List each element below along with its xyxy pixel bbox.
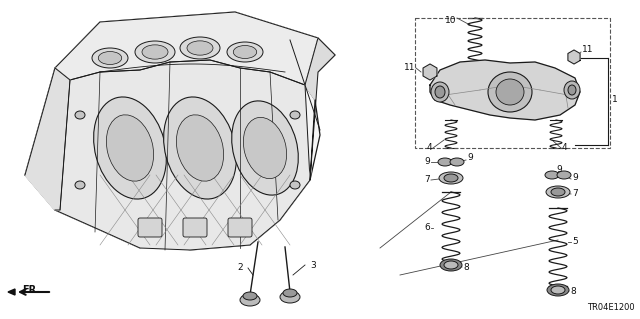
Text: 11: 11 [582, 46, 593, 55]
Bar [415, 18, 610, 148]
Polygon shape [305, 38, 335, 180]
Polygon shape [25, 12, 335, 250]
Text: 8: 8 [570, 287, 576, 296]
Ellipse shape [551, 188, 565, 196]
Ellipse shape [439, 172, 463, 184]
Ellipse shape [444, 261, 458, 269]
Polygon shape [55, 12, 318, 85]
Ellipse shape [438, 158, 452, 166]
Text: 2: 2 [237, 263, 243, 272]
Ellipse shape [243, 117, 287, 179]
Text: 9: 9 [424, 158, 430, 167]
Ellipse shape [164, 97, 236, 199]
Ellipse shape [280, 291, 300, 303]
Ellipse shape [234, 46, 257, 58]
Ellipse shape [106, 115, 154, 181]
Text: 9: 9 [556, 166, 562, 174]
Text: 9: 9 [572, 174, 578, 182]
Text: 6: 6 [424, 224, 430, 233]
Ellipse shape [177, 115, 223, 181]
Text: 4: 4 [562, 144, 568, 152]
Text: 5: 5 [572, 238, 578, 247]
Polygon shape [430, 60, 580, 120]
Ellipse shape [496, 79, 524, 105]
Ellipse shape [180, 37, 220, 59]
Ellipse shape [92, 48, 128, 68]
Ellipse shape [243, 292, 257, 300]
Ellipse shape [135, 41, 175, 63]
Text: 8: 8 [463, 263, 468, 272]
Text: 7: 7 [572, 189, 578, 198]
Ellipse shape [564, 81, 580, 99]
Ellipse shape [444, 174, 458, 182]
Ellipse shape [283, 289, 297, 297]
Ellipse shape [93, 97, 166, 199]
Text: 7: 7 [424, 175, 430, 184]
Text: 4: 4 [426, 144, 432, 152]
Ellipse shape [240, 294, 260, 306]
Ellipse shape [435, 86, 445, 98]
Text: TR04E1200: TR04E1200 [588, 303, 635, 313]
Ellipse shape [450, 158, 464, 166]
Ellipse shape [557, 171, 571, 179]
Ellipse shape [568, 85, 576, 95]
Ellipse shape [142, 45, 168, 59]
Ellipse shape [431, 82, 449, 102]
Text: 11: 11 [403, 63, 415, 72]
Ellipse shape [545, 171, 559, 179]
FancyBboxPatch shape [183, 218, 207, 237]
Polygon shape [423, 64, 437, 80]
Ellipse shape [75, 181, 85, 189]
Ellipse shape [227, 42, 263, 62]
Ellipse shape [546, 186, 570, 198]
Ellipse shape [99, 51, 122, 64]
Polygon shape [25, 68, 70, 210]
Text: FR.: FR. [22, 285, 40, 295]
FancyBboxPatch shape [138, 218, 162, 237]
FancyBboxPatch shape [228, 218, 252, 237]
Ellipse shape [187, 41, 213, 55]
Text: 10: 10 [445, 16, 456, 25]
Ellipse shape [290, 111, 300, 119]
Text: 9: 9 [467, 153, 473, 162]
Ellipse shape [290, 181, 300, 189]
Ellipse shape [440, 259, 462, 271]
Polygon shape [568, 50, 580, 64]
Polygon shape [8, 289, 15, 295]
Text: 1: 1 [612, 95, 618, 105]
Ellipse shape [488, 72, 532, 112]
Text: 3: 3 [310, 261, 316, 270]
Ellipse shape [232, 101, 298, 195]
Ellipse shape [547, 284, 569, 296]
Ellipse shape [551, 286, 565, 294]
Polygon shape [25, 60, 310, 250]
Ellipse shape [75, 111, 85, 119]
